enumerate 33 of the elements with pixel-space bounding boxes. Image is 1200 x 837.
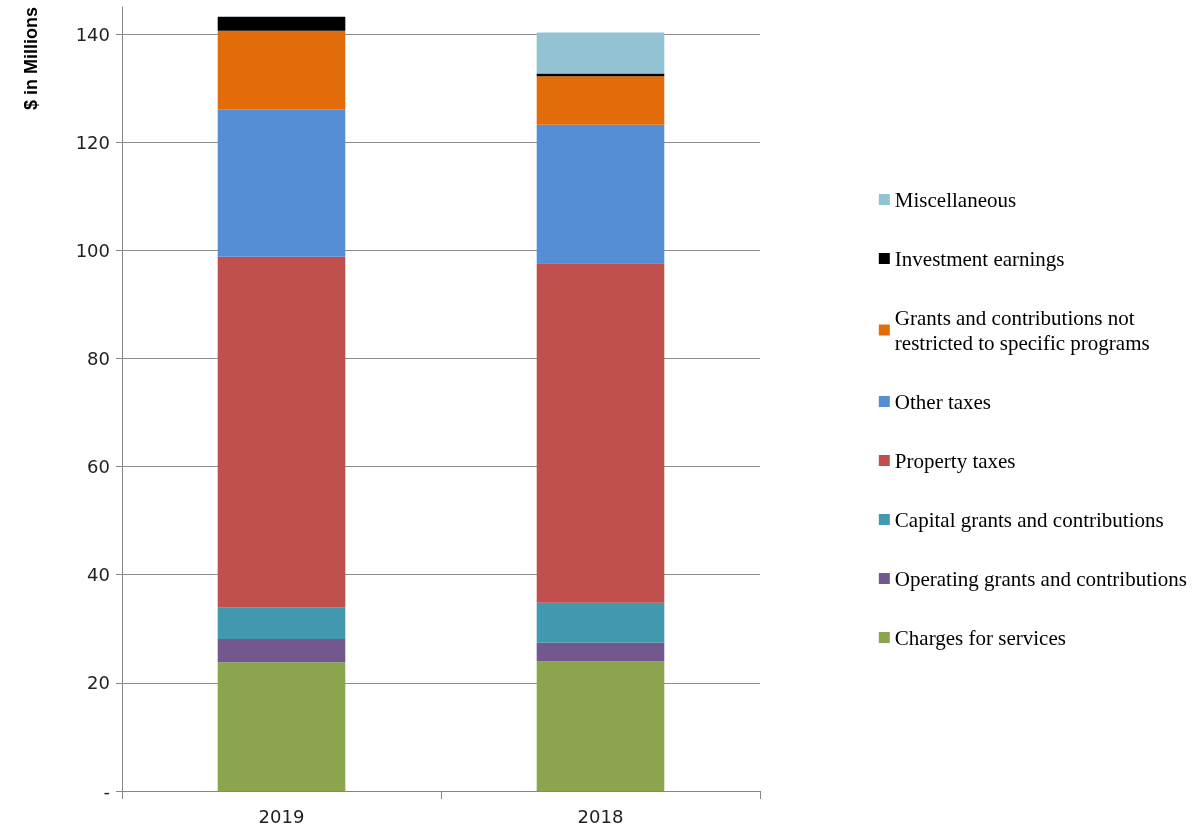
bar (536, 124, 665, 264)
legend-label: Property taxes (894, 448, 1016, 473)
bar (217, 109, 346, 257)
y-tick-label: 120 (75, 131, 110, 153)
y-tick-label: 20 (87, 672, 110, 694)
x-tick-label: 2018 (577, 805, 624, 827)
y-tick-label: 140 (75, 23, 110, 45)
legend-label: Investment earnings (894, 246, 1065, 271)
legend-label: Miscellaneous (894, 187, 1017, 212)
y-tick-label: 40 (87, 564, 110, 586)
bar (536, 263, 665, 603)
bar (536, 661, 665, 791)
legend-label: Charges for services (894, 625, 1066, 650)
legend-label: Capital grants and contributions (894, 507, 1164, 532)
y-tick-label: - (103, 780, 110, 802)
bar (217, 16, 346, 31)
bar (536, 76, 665, 125)
bar (217, 30, 346, 110)
bar (217, 607, 346, 640)
bar (536, 642, 665, 662)
bar (217, 639, 346, 663)
bar (217, 662, 346, 791)
y-tick-label: 100 (75, 239, 110, 261)
legend-label: Operating grants and contributions (894, 566, 1187, 591)
bar (536, 602, 665, 643)
bar (217, 256, 346, 608)
y-tick-label: 60 (87, 456, 110, 478)
bar (536, 32, 665, 74)
y-tick-label: 80 (87, 347, 110, 369)
legend-label: Grants and contributions not restricted to specific programs (894, 305, 1150, 355)
y-axis-title: $ in Millions (21, 7, 41, 111)
legend-label: Other taxes (894, 389, 992, 414)
x-tick-label: 2019 (258, 805, 305, 827)
